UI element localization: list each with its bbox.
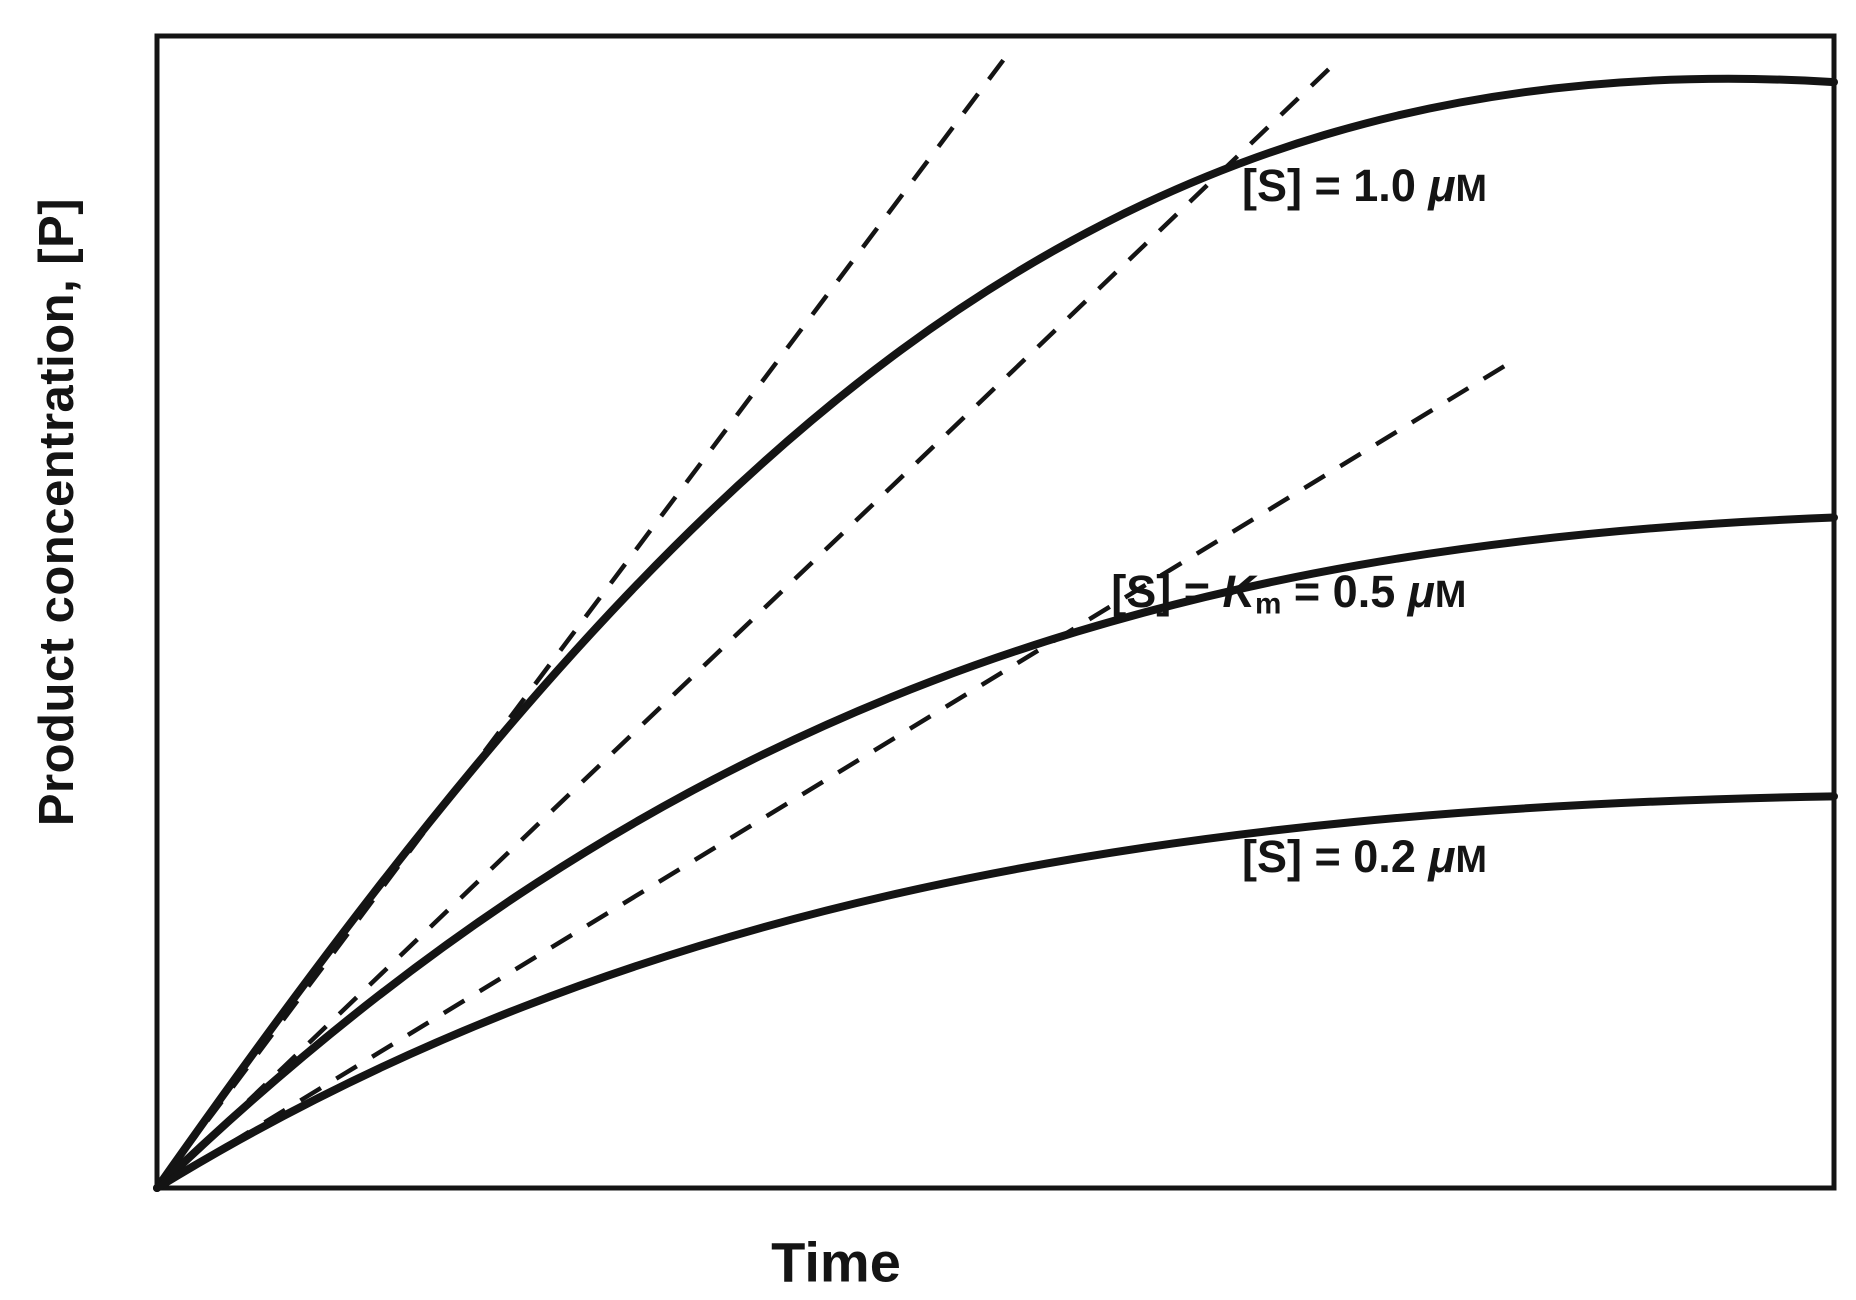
curve-label-segment: M xyxy=(1455,838,1488,881)
plot-frame xyxy=(154,33,1837,1191)
x-axis-label: Time xyxy=(771,1230,901,1294)
curve-label-segment: M xyxy=(1434,573,1467,616)
curve-label-segment: K xyxy=(1222,565,1255,617)
curve-label-segment: [S] = 1.0 xyxy=(1242,160,1429,212)
curve-label-segment: m xyxy=(1254,587,1282,621)
curve-label-segment: μ xyxy=(1428,830,1456,882)
curve-label: [S] = 0.2 μM xyxy=(1242,831,1487,883)
tangent-line xyxy=(155,58,1006,1190)
curve-label-segment: [S] = xyxy=(1111,565,1223,617)
progress-curve xyxy=(153,513,1838,1192)
curve-label-segment: [S] = 0.2 xyxy=(1242,830,1429,882)
curve-label: [S] = Km = 0.5 μM xyxy=(1111,566,1467,622)
progress-curve xyxy=(153,792,1838,1192)
progress-curve xyxy=(153,74,1838,1192)
curve-label-segment: μ xyxy=(1428,160,1456,212)
curve-label-segment: = 0.5 xyxy=(1281,565,1408,617)
tangent-line xyxy=(155,60,1338,1190)
y-axis-label: Product concentration, [P] xyxy=(30,197,84,827)
curve-label-segment: μ xyxy=(1407,565,1435,617)
tangent-line xyxy=(155,362,1509,1190)
curve-label: [S] = 1.0 μM xyxy=(1242,160,1487,212)
curve-label-segment: M xyxy=(1455,168,1488,211)
